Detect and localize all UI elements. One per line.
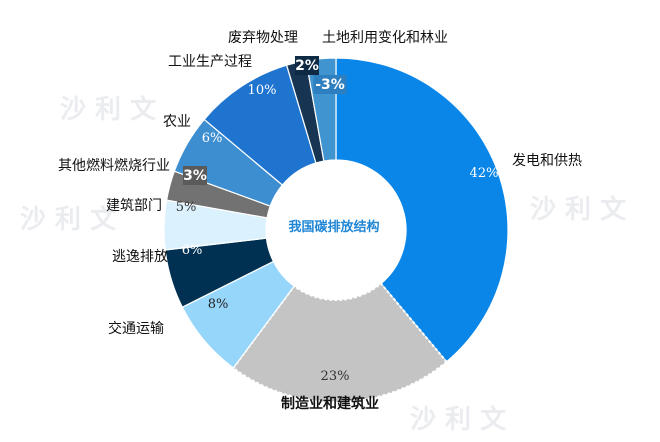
slice-label-2: 制造业和建筑业 [281, 395, 379, 412]
slice-value-4: 6% [182, 243, 203, 258]
slice-value-9: 2% [295, 58, 319, 74]
donut-hole [267, 161, 405, 299]
value-box-9 [295, 56, 319, 75]
slice-value-3: 8% [208, 297, 229, 312]
slice-value-10: -3% [315, 77, 345, 93]
slice-1 [335, 57, 509, 363]
slice-label-1: 发电和供热 [512, 153, 582, 169]
center-title: 我国碳排放结构 [288, 219, 379, 235]
value-box-6 [183, 166, 207, 185]
slice-value-2: 23% [321, 369, 350, 384]
slice-label-10: 土地利用变化和林业 [322, 30, 448, 46]
watermark-text: 沙 利 文 [410, 404, 507, 435]
slice-label-5: 建筑部门 [106, 198, 162, 214]
slice-label-6: 其他燃料燃烧行业 [58, 157, 170, 174]
slice-value-7: 6% [202, 131, 223, 146]
slice-label-3: 交通运输 [108, 320, 164, 337]
watermark-text: 沙 利 文 [20, 204, 117, 235]
watermark-layer: 沙 利 文 沙 利 文 沙 利 文 沙 利 文 沙 利 文 [20, 94, 627, 435]
slice-label-9: 废弃物处理 [228, 30, 298, 46]
donut-labels: 发电和供热 42% 制造业和建筑业 23% 交通运输 8% 逃逸排放 6% 建筑部门 5% 其他燃料… [58, 30, 582, 412]
slice-value-1: 42% [470, 166, 499, 181]
slice-value-5: 5% [176, 200, 197, 215]
slice-label-8: 工业生产过程 [168, 54, 252, 70]
slice-label-7: 农业 [163, 114, 191, 130]
slice-value-6: 3% [183, 168, 207, 184]
watermark-text: 沙 利 文 [530, 194, 627, 225]
slice-label-4: 逃逸排放 [112, 249, 168, 265]
donut-slices [163, 57, 509, 403]
slice-2 [231, 282, 448, 403]
watermark-text: 沙 利 文 [60, 94, 157, 125]
slice-value-8: 10% [248, 83, 277, 98]
value-box-10 [313, 75, 347, 94]
